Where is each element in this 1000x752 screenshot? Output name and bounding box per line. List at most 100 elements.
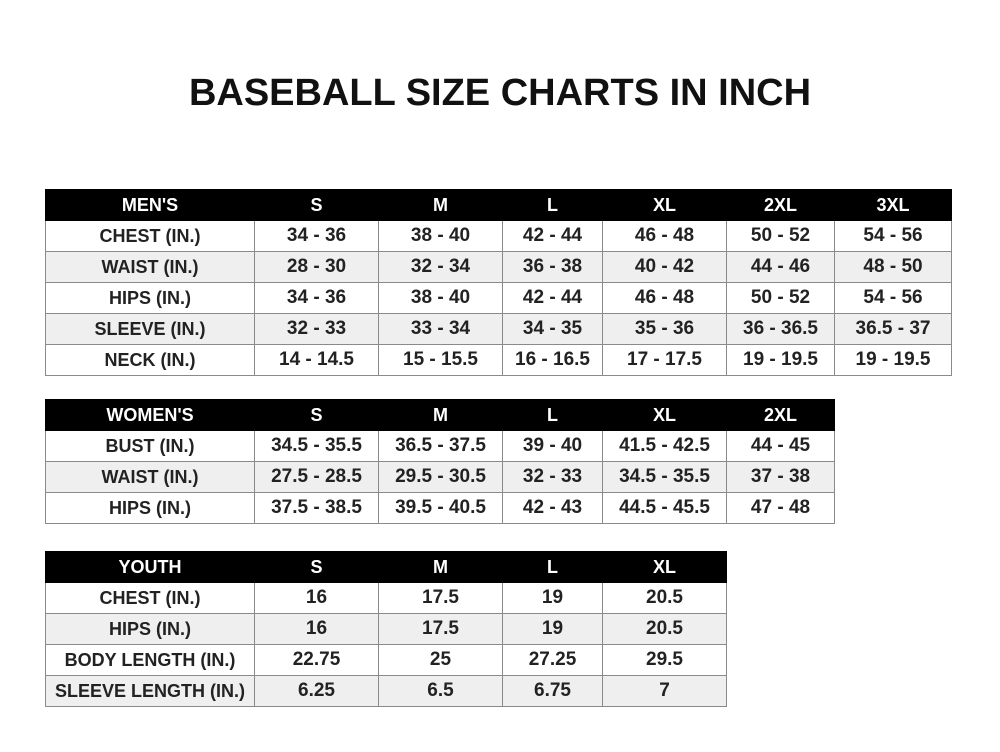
size-header: 2XL (726, 399, 835, 431)
size-value: 16 (254, 582, 379, 614)
size-value: 48 - 50 (834, 251, 952, 283)
measurement-label: SLEEVE LENGTH (IN.) (45, 675, 255, 707)
size-value: 42 - 44 (502, 220, 603, 252)
size-value: 38 - 40 (378, 282, 503, 314)
header-row: YOUTH S M L XL (45, 551, 727, 583)
size-value: 37.5 - 38.5 (254, 492, 379, 524)
mens-size-table: MEN'S S M L XL 2XL 3XL CHEST (IN.) 34 - 36 38 - 4… (45, 189, 952, 376)
size-value: 16 - 16.5 (502, 344, 603, 376)
header-row: MEN'S S M L XL 2XL 3XL (45, 189, 952, 221)
size-value: 34.5 - 35.5 (254, 430, 379, 462)
size-value: 46 - 48 (602, 220, 727, 252)
size-value: 42 - 44 (502, 282, 603, 314)
size-value: 19 - 19.5 (726, 344, 835, 376)
size-value: 17.5 (378, 582, 503, 614)
size-header: M (378, 189, 503, 221)
category-header: WOMEN'S (45, 399, 255, 431)
size-header: S (254, 189, 379, 221)
table-row: BUST (IN.) 34.5 - 35.5 36.5 - 37.5 39 - 40 4… (45, 430, 835, 462)
size-value: 32 - 33 (254, 313, 379, 345)
table-row: HIPS (IN.) 34 - 36 38 - 40 42 - 44 46 - 48 50… (45, 282, 952, 314)
size-value: 27.5 - 28.5 (254, 461, 379, 493)
size-value: 42 - 43 (502, 492, 603, 524)
category-header: YOUTH (45, 551, 255, 583)
size-header: XL (602, 551, 727, 583)
size-value: 32 - 33 (502, 461, 603, 493)
measurement-label: HIPS (IN.) (45, 492, 255, 524)
size-value: 36 - 38 (502, 251, 603, 283)
measurement-label: HIPS (IN.) (45, 613, 255, 645)
size-value: 19 (502, 582, 603, 614)
size-value: 20.5 (602, 582, 727, 614)
size-header: L (502, 399, 603, 431)
size-value: 44 - 46 (726, 251, 835, 283)
size-value: 32 - 34 (378, 251, 503, 283)
header-row: WOMEN'S S M L XL 2XL (45, 399, 835, 431)
table-row: CHEST (IN.) 34 - 36 38 - 40 42 - 44 46 - 48 5… (45, 220, 952, 252)
size-value: 54 - 56 (834, 220, 952, 252)
table-row: CHEST (IN.) 16 17.5 19 20.5 (45, 582, 727, 614)
size-value: 44 - 45 (726, 430, 835, 462)
womens-size-table: WOMEN'S S M L XL 2XL BUST (IN.) 34.5 - 35.5 36.5… (45, 399, 835, 524)
size-header: S (254, 551, 379, 583)
size-header: L (502, 551, 603, 583)
size-value: 34 - 36 (254, 220, 379, 252)
size-header: L (502, 189, 603, 221)
table-row: WAIST (IN.) 27.5 - 28.5 29.5 - 30.5 32 - 33… (45, 461, 835, 493)
size-value: 37 - 38 (726, 461, 835, 493)
measurement-label: CHEST (IN.) (45, 582, 255, 614)
size-value: 6.5 (378, 675, 503, 707)
size-value: 6.25 (254, 675, 379, 707)
size-value: 35 - 36 (602, 313, 727, 345)
table-row: HIPS (IN.) 16 17.5 19 20.5 (45, 613, 727, 645)
size-value: 34 - 36 (254, 282, 379, 314)
size-value: 41.5 - 42.5 (602, 430, 727, 462)
size-value: 50 - 52 (726, 220, 835, 252)
size-value: 50 - 52 (726, 282, 835, 314)
size-header: S (254, 399, 379, 431)
size-value: 44.5 - 45.5 (602, 492, 727, 524)
size-value: 47 - 48 (726, 492, 835, 524)
size-header: XL (602, 189, 727, 221)
size-value: 25 (378, 644, 503, 676)
measurement-label: BODY LENGTH (IN.) (45, 644, 255, 676)
size-header: M (378, 399, 503, 431)
size-header: XL (602, 399, 727, 431)
size-value: 20.5 (602, 613, 727, 645)
size-header: 3XL (834, 189, 952, 221)
youth-size-table: YOUTH S M L XL CHEST (IN.) 16 17.5 19 20.5 HIPS (I… (45, 551, 727, 707)
measurement-label: WAIST (IN.) (45, 461, 255, 493)
size-value: 16 (254, 613, 379, 645)
size-value: 7 (602, 675, 727, 707)
table-row: BODY LENGTH (IN.) 22.75 25 27.25 29.5 (45, 644, 727, 676)
size-value: 19 (502, 613, 603, 645)
size-value: 22.75 (254, 644, 379, 676)
size-value: 38 - 40 (378, 220, 503, 252)
measurement-label: CHEST (IN.) (45, 220, 255, 252)
measurement-label: BUST (IN.) (45, 430, 255, 462)
size-value: 36 - 36.5 (726, 313, 835, 345)
size-value: 36.5 - 37 (834, 313, 952, 345)
table-row: HIPS (IN.) 37.5 - 38.5 39.5 - 40.5 42 - 43 4… (45, 492, 835, 524)
size-header: M (378, 551, 503, 583)
size-value: 36.5 - 37.5 (378, 430, 503, 462)
size-value: 27.25 (502, 644, 603, 676)
size-value: 34.5 - 35.5 (602, 461, 727, 493)
measurement-label: NECK (IN.) (45, 344, 255, 376)
size-value: 28 - 30 (254, 251, 379, 283)
table-row: NECK (IN.) 14 - 14.5 15 - 15.5 16 - 16.5 17 … (45, 344, 952, 376)
size-value: 14 - 14.5 (254, 344, 379, 376)
category-header: MEN'S (45, 189, 255, 221)
table-row: SLEEVE LENGTH (IN.) 6.25 6.5 6.75 7 (45, 675, 727, 707)
page-title: BASEBALL SIZE CHARTS IN INCH (188, 72, 812, 114)
size-value: 46 - 48 (602, 282, 727, 314)
size-value: 29.5 - 30.5 (378, 461, 503, 493)
measurement-label: WAIST (IN.) (45, 251, 255, 283)
size-value: 39.5 - 40.5 (378, 492, 503, 524)
size-value: 15 - 15.5 (378, 344, 503, 376)
size-value: 33 - 34 (378, 313, 503, 345)
size-value: 40 - 42 (602, 251, 727, 283)
size-value: 19 - 19.5 (834, 344, 952, 376)
size-value: 34 - 35 (502, 313, 603, 345)
size-value: 17.5 (378, 613, 503, 645)
